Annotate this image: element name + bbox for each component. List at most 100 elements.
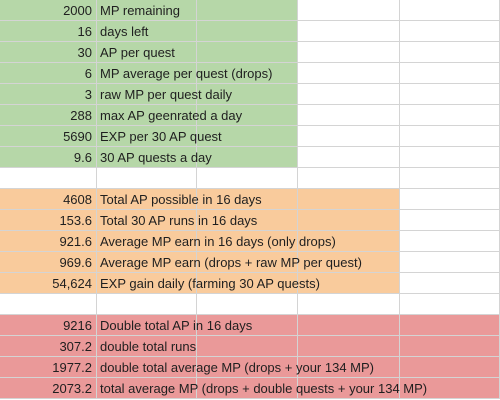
- empty-cell[interactable]: [197, 315, 298, 336]
- empty-cell[interactable]: [400, 42, 500, 63]
- value-cell[interactable]: 5690: [0, 126, 97, 147]
- empty-cell[interactable]: [197, 252, 298, 273]
- empty-cell[interactable]: [400, 210, 500, 231]
- empty-cell[interactable]: [298, 0, 400, 21]
- value-cell[interactable]: 3: [0, 84, 97, 105]
- value-cell[interactable]: 2000: [0, 0, 97, 21]
- empty-cell[interactable]: [298, 294, 400, 315]
- value-cell[interactable]: 307.2: [0, 336, 97, 357]
- empty-cell[interactable]: [197, 147, 298, 168]
- value-cell[interactable]: 6: [0, 63, 97, 84]
- empty-cell[interactable]: [298, 210, 400, 231]
- empty-cell[interactable]: [197, 378, 298, 399]
- empty-cell[interactable]: [298, 336, 400, 357]
- empty-cell[interactable]: [400, 147, 500, 168]
- value-cell[interactable]: 1977.2: [0, 357, 97, 378]
- value-cell[interactable]: 969.6: [0, 252, 97, 273]
- label-cell[interactable]: Double total AP in 16 days: [97, 315, 252, 336]
- empty-cell[interactable]: [197, 273, 298, 294]
- empty-cell[interactable]: [197, 231, 298, 252]
- empty-cell[interactable]: [197, 357, 298, 378]
- empty-cell[interactable]: [197, 210, 298, 231]
- empty-cell[interactable]: [400, 189, 500, 210]
- label-cell[interactable]: EXP gain daily (farming 30 AP quests): [97, 273, 320, 294]
- label-cell[interactable]: EXP per 30 AP quest: [97, 126, 222, 147]
- sheet-row: 969.6 Average MP earn (drops + raw MP pe…: [0, 252, 500, 273]
- value-cell[interactable]: 16: [0, 21, 97, 42]
- empty-cell[interactable]: [298, 147, 400, 168]
- empty-cell[interactable]: [298, 315, 400, 336]
- empty-cell[interactable]: [298, 273, 400, 294]
- empty-cell[interactable]: [400, 168, 500, 189]
- label-text: Total AP possible in 16 days: [100, 192, 262, 207]
- empty-cell[interactable]: [400, 105, 500, 126]
- empty-cell[interactable]: [197, 105, 298, 126]
- label-cell[interactable]: days left: [97, 21, 197, 42]
- empty-cell[interactable]: [400, 63, 500, 84]
- empty-cell[interactable]: [400, 273, 500, 294]
- empty-cell[interactable]: [197, 84, 298, 105]
- empty-cell[interactable]: [298, 231, 400, 252]
- value-cell[interactable]: 9.6: [0, 147, 97, 168]
- label-cell[interactable]: Total AP possible in 16 days: [97, 189, 262, 210]
- empty-cell[interactable]: [298, 105, 400, 126]
- empty-cell[interactable]: [298, 42, 400, 63]
- label-cell[interactable]: MP remaining: [97, 0, 197, 21]
- empty-cell[interactable]: [400, 252, 500, 273]
- empty-cell[interactable]: [197, 294, 298, 315]
- empty-cell[interactable]: [298, 126, 400, 147]
- empty-cell[interactable]: [197, 42, 298, 63]
- empty-cell[interactable]: [97, 168, 197, 189]
- empty-cell[interactable]: [197, 0, 298, 21]
- label-cell[interactable]: Average MP earn (drops + raw MP per ques…: [97, 252, 362, 273]
- empty-cell[interactable]: [197, 189, 298, 210]
- empty-cell[interactable]: [197, 21, 298, 42]
- empty-cell[interactable]: [400, 231, 500, 252]
- empty-cell[interactable]: [197, 126, 298, 147]
- empty-cell[interactable]: [400, 0, 500, 21]
- label-cell[interactable]: Average MP earn in 16 days (only drops): [97, 231, 336, 252]
- empty-cell[interactable]: [400, 126, 500, 147]
- empty-cell[interactable]: [298, 252, 400, 273]
- value-cell[interactable]: 153.6: [0, 210, 97, 231]
- empty-cell[interactable]: [400, 315, 500, 336]
- sheet-row-empty: [0, 294, 500, 315]
- empty-cell[interactable]: [197, 336, 298, 357]
- empty-cell[interactable]: [197, 168, 298, 189]
- label-cell[interactable]: AP per quest: [97, 42, 197, 63]
- label-cell[interactable]: double total average MP (drops + your 13…: [97, 357, 374, 378]
- label-cell[interactable]: Total 30 AP runs in 16 days: [97, 210, 257, 231]
- empty-cell[interactable]: [400, 21, 500, 42]
- value-cell[interactable]: 54,624: [0, 273, 97, 294]
- empty-cell[interactable]: [298, 189, 400, 210]
- empty-cell[interactable]: [298, 84, 400, 105]
- empty-cell[interactable]: [400, 357, 500, 378]
- label-cell[interactable]: double total runs: [97, 336, 197, 357]
- value-cell[interactable]: 9216: [0, 315, 97, 336]
- empty-cell[interactable]: [298, 357, 400, 378]
- empty-cell[interactable]: [197, 63, 298, 84]
- sheet-row: 1977.2 double total average MP (drops + …: [0, 357, 500, 378]
- empty-cell[interactable]: [400, 294, 500, 315]
- empty-cell[interactable]: [298, 63, 400, 84]
- empty-cell[interactable]: [0, 168, 97, 189]
- label-cell[interactable]: total average MP (drops + double quests …: [97, 378, 427, 399]
- label-cell[interactable]: raw MP per quest daily: [97, 84, 232, 105]
- empty-cell[interactable]: [298, 168, 400, 189]
- empty-cell[interactable]: [400, 84, 500, 105]
- empty-cell[interactable]: [97, 294, 197, 315]
- empty-cell[interactable]: [0, 294, 97, 315]
- value-cell[interactable]: 30: [0, 42, 97, 63]
- empty-cell[interactable]: [400, 336, 500, 357]
- label-text: double total average MP (drops + your 13…: [100, 360, 374, 375]
- empty-cell[interactable]: [298, 378, 400, 399]
- value-cell[interactable]: 288: [0, 105, 97, 126]
- empty-cell[interactable]: [298, 21, 400, 42]
- label-cell[interactable]: MP average per quest (drops): [97, 63, 272, 84]
- value-cell[interactable]: 4608: [0, 189, 97, 210]
- label-cell[interactable]: 30 AP quests a day: [97, 147, 212, 168]
- value-cell[interactable]: 2073.2: [0, 378, 97, 399]
- value-cell[interactable]: 921.6: [0, 231, 97, 252]
- sheet-row: 4608 Total AP possible in 16 days: [0, 189, 500, 210]
- label-cell[interactable]: max AP geenrated a day: [97, 105, 242, 126]
